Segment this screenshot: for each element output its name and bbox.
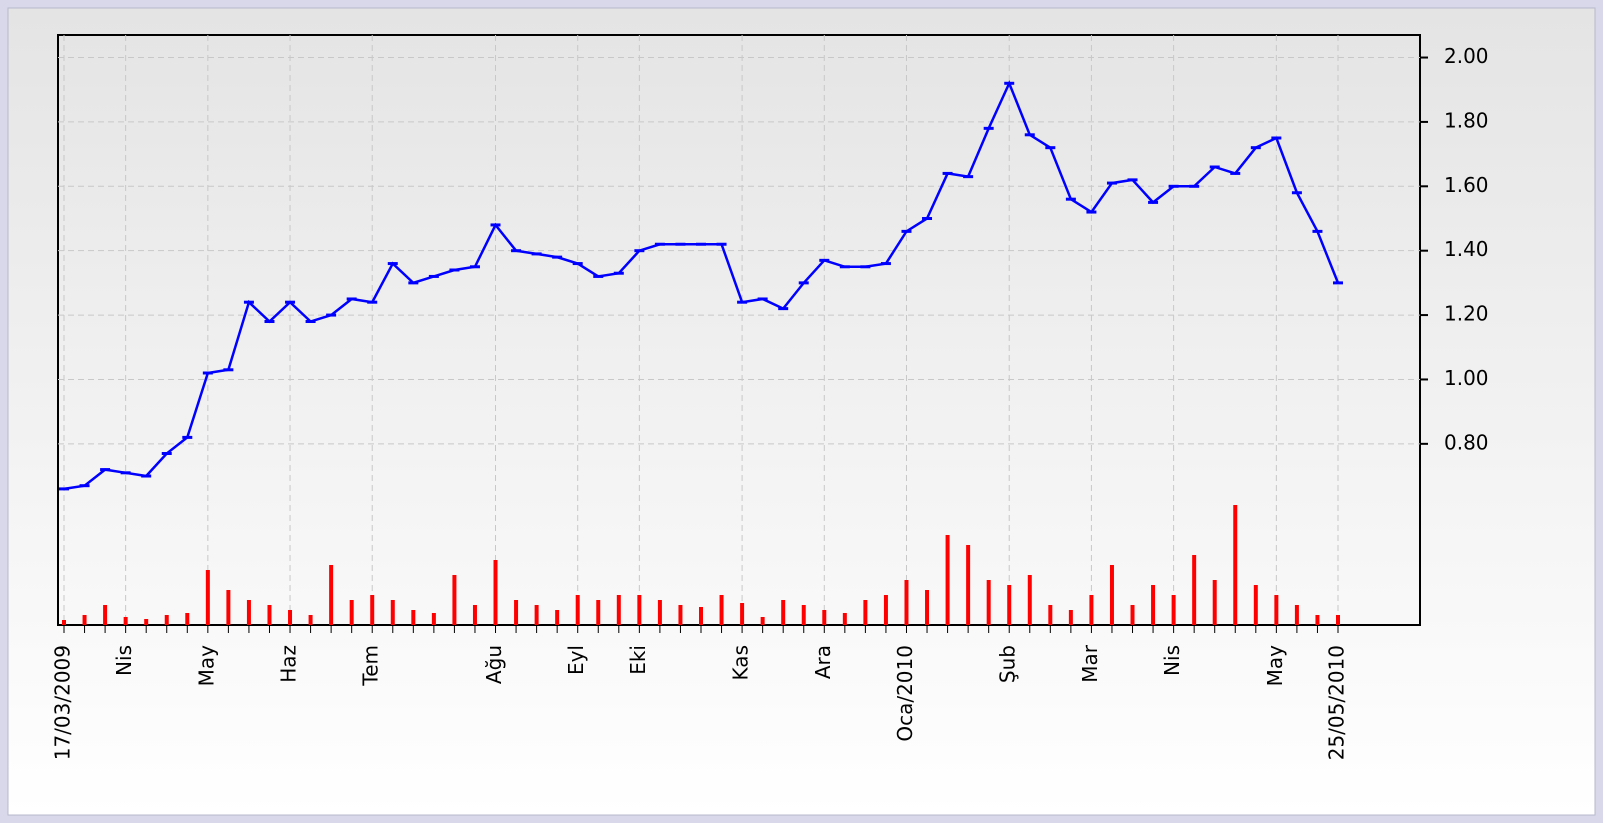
- volume-bar: [123, 617, 128, 625]
- x-tick-label: Haz: [277, 645, 301, 683]
- volume-bar: [699, 607, 703, 625]
- volume-bar: [596, 600, 601, 625]
- volume-bar: [411, 610, 416, 625]
- volume-bar: [945, 535, 950, 625]
- volume-bar: [1294, 605, 1299, 625]
- volume-bar: [1212, 580, 1217, 625]
- volume-bar: [452, 575, 457, 625]
- volume-bar: [1315, 615, 1320, 625]
- volume-bar: [308, 615, 313, 625]
- volume-bar: [575, 595, 580, 625]
- x-tick-label: Ara: [811, 645, 835, 679]
- volume-bar: [205, 570, 210, 625]
- volume-bar: [719, 595, 724, 625]
- panel: [7, 7, 1596, 816]
- volume-bar: [925, 590, 930, 625]
- volume-bar: [781, 600, 786, 625]
- volume-bar: [1027, 575, 1032, 625]
- volume-bar: [493, 560, 498, 625]
- volume-bar: [82, 615, 87, 625]
- volume-bar: [62, 620, 66, 625]
- volume-bar: [822, 610, 827, 625]
- x-tick-label: Tem: [359, 645, 383, 687]
- volume-bar: [616, 595, 621, 625]
- volume-bar: [1068, 610, 1073, 625]
- volume-bar: [288, 610, 293, 625]
- x-tick-label: May: [194, 645, 218, 687]
- volume-bar: [637, 595, 642, 625]
- volume-bar: [144, 619, 149, 625]
- volume-bar: [678, 605, 683, 625]
- volume-bar: [986, 580, 991, 625]
- volume-bar: [267, 605, 272, 625]
- x-tick-label: Oca/2010: [893, 645, 917, 742]
- y-tick-label: 0.80: [1444, 430, 1489, 454]
- volume-bar: [514, 600, 519, 625]
- volume-bar: [801, 605, 806, 625]
- volume-bar: [904, 580, 909, 625]
- volume-bar: [1109, 565, 1114, 625]
- volume-bar: [966, 545, 971, 625]
- y-tick-label: 1.00: [1444, 366, 1489, 390]
- x-tick-label: May: [1263, 645, 1287, 687]
- volume-bar: [329, 565, 334, 625]
- volume-bar: [1130, 605, 1135, 625]
- volume-bar: [390, 600, 395, 625]
- volume-bar: [226, 590, 231, 625]
- volume-bar: [103, 605, 108, 625]
- volume-bar: [431, 613, 436, 625]
- volume-bar: [1192, 555, 1197, 625]
- volume-bar: [185, 613, 190, 625]
- x-tick-label: Eyl: [564, 645, 588, 675]
- volume-bar: [1253, 585, 1258, 625]
- volume-bar: [883, 595, 888, 625]
- volume-bar: [1171, 595, 1176, 625]
- volume-bar: [760, 617, 765, 625]
- y-tick-label: 1.40: [1444, 237, 1489, 261]
- x-tick-label: Mar: [1078, 644, 1102, 683]
- x-tick-label: 17/03/2009: [51, 645, 75, 760]
- y-tick-label: 2.00: [1444, 44, 1489, 68]
- volume-bar: [246, 600, 251, 625]
- volume-bar: [1007, 585, 1012, 625]
- x-tick-label: Nis: [112, 645, 136, 676]
- y-tick-label: 1.60: [1444, 173, 1489, 197]
- x-tick-label: Şub: [996, 645, 1020, 683]
- volume-bar: [349, 600, 354, 625]
- y-tick-label: 1.80: [1444, 108, 1489, 132]
- volume-bar: [657, 600, 662, 625]
- volume-bar: [863, 600, 868, 625]
- volume-bar: [1089, 595, 1094, 625]
- y-tick-label: 1.20: [1444, 302, 1489, 326]
- volume-bar: [472, 605, 477, 625]
- x-tick-label: Nis: [1160, 645, 1184, 676]
- x-tick-label: Eki: [626, 645, 650, 675]
- volume-bar: [842, 613, 847, 625]
- volume-bar: [1274, 595, 1279, 625]
- x-tick-label: 25/05/2010: [1325, 645, 1349, 760]
- volume-bar: [1336, 615, 1340, 625]
- volume-bar: [164, 615, 169, 625]
- volume-bar: [1151, 585, 1156, 625]
- volume-bar: [1048, 605, 1053, 625]
- volume-bar: [740, 603, 745, 625]
- volume-bar: [534, 605, 539, 625]
- x-tick-label: Kas: [729, 645, 753, 680]
- volume-bar: [370, 595, 375, 625]
- volume-bar: [555, 610, 560, 625]
- volume-bar: [1233, 505, 1238, 625]
- x-tick-label: Ağu: [482, 645, 506, 684]
